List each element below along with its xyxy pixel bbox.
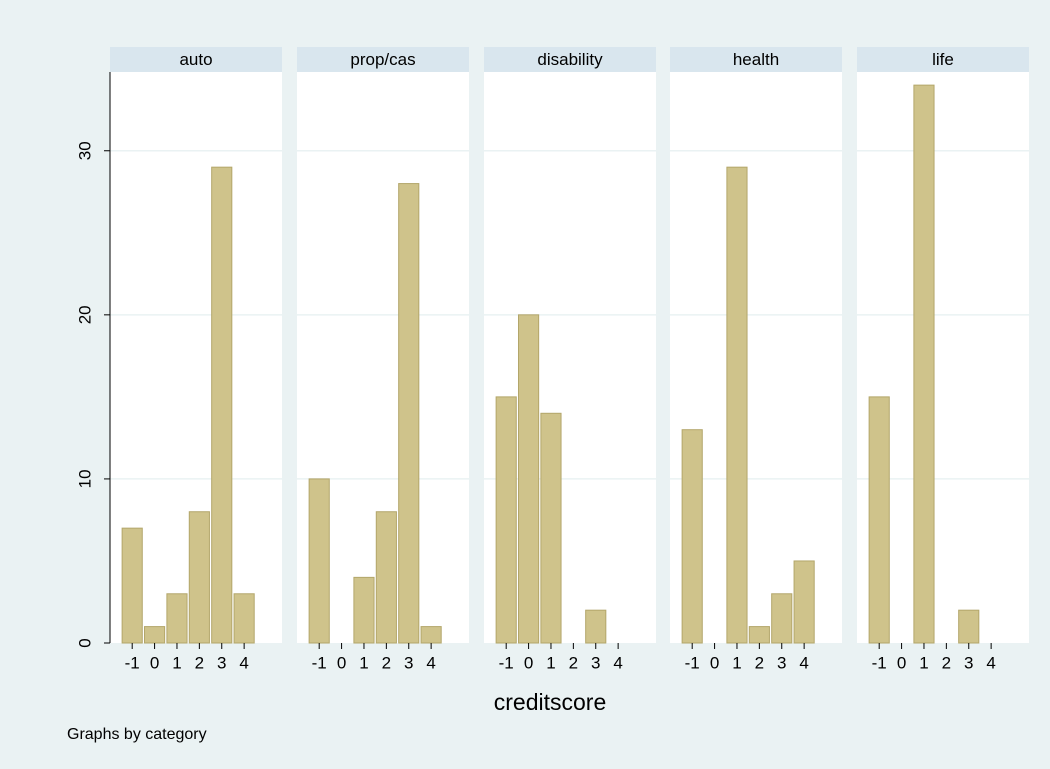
x-tick-label: 4 bbox=[986, 653, 995, 672]
bar bbox=[144, 626, 166, 644]
bar bbox=[166, 593, 188, 644]
bar bbox=[958, 609, 980, 644]
bar bbox=[375, 511, 397, 644]
x-tick-label: 2 bbox=[755, 653, 764, 672]
x-tick-label: 1 bbox=[172, 653, 181, 672]
bar bbox=[420, 626, 442, 644]
panel-title: health bbox=[733, 50, 779, 69]
bar bbox=[233, 593, 255, 644]
x-tick-label: 0 bbox=[897, 653, 906, 672]
bar bbox=[726, 166, 748, 644]
panel-strip bbox=[484, 47, 656, 72]
bar bbox=[585, 609, 607, 644]
x-axis-label: creditscore bbox=[494, 689, 606, 715]
panel-title: life bbox=[932, 50, 954, 69]
note: Graphs by category bbox=[67, 726, 207, 743]
bar bbox=[748, 626, 770, 644]
x-tick-label: 0 bbox=[150, 653, 159, 672]
y-tick-label: 30 bbox=[75, 141, 94, 160]
bar bbox=[771, 593, 793, 644]
y-tick-label: 0 bbox=[75, 638, 94, 647]
bar bbox=[518, 314, 540, 644]
x-tick-label: 1 bbox=[732, 653, 741, 672]
x-tick-label: 3 bbox=[591, 653, 600, 672]
y-tick-label: 20 bbox=[75, 305, 94, 324]
x-tick-label: 3 bbox=[964, 653, 973, 672]
panel-title: disability bbox=[537, 50, 603, 69]
bar bbox=[793, 560, 815, 644]
x-tick-label: 4 bbox=[426, 653, 435, 672]
bar bbox=[868, 396, 890, 644]
x-tick-label: 1 bbox=[546, 653, 555, 672]
panel-strip bbox=[670, 47, 842, 72]
x-tick-label: 2 bbox=[569, 653, 578, 672]
x-tick-label: 0 bbox=[524, 653, 533, 672]
x-tick-label: 2 bbox=[195, 653, 204, 672]
x-tick-label: -1 bbox=[312, 653, 327, 672]
x-tick-label: -1 bbox=[125, 653, 140, 672]
y-tick-label: 10 bbox=[75, 469, 94, 488]
x-tick-label: 3 bbox=[777, 653, 786, 672]
bar bbox=[398, 183, 420, 644]
bar bbox=[495, 396, 517, 644]
x-tick-label: -1 bbox=[685, 653, 700, 672]
x-tick-label: 0 bbox=[710, 653, 719, 672]
x-tick-label: -1 bbox=[872, 653, 887, 672]
bar bbox=[913, 84, 935, 644]
bar bbox=[188, 511, 210, 644]
x-tick-label: -1 bbox=[499, 653, 514, 672]
panel-strip bbox=[297, 47, 469, 72]
x-tick-label: 1 bbox=[919, 653, 928, 672]
panel-strip bbox=[857, 47, 1029, 72]
bar bbox=[681, 429, 703, 644]
x-tick-label: 3 bbox=[404, 653, 413, 672]
bar bbox=[211, 166, 233, 644]
bar bbox=[540, 412, 562, 644]
x-tick-label: 0 bbox=[337, 653, 346, 672]
x-tick-label: 2 bbox=[382, 653, 391, 672]
bar bbox=[121, 527, 143, 644]
panel-strip bbox=[110, 47, 282, 72]
x-tick-label: 4 bbox=[613, 653, 622, 672]
x-tick-label: 1 bbox=[359, 653, 368, 672]
panel-title: prop/cas bbox=[350, 50, 415, 69]
x-tick-label: 3 bbox=[217, 653, 226, 672]
bar bbox=[353, 576, 375, 644]
x-tick-label: 2 bbox=[942, 653, 951, 672]
bar bbox=[308, 478, 330, 644]
x-tick-label: 4 bbox=[239, 653, 248, 672]
panel-title: auto bbox=[179, 50, 212, 69]
x-tick-label: 4 bbox=[799, 653, 808, 672]
